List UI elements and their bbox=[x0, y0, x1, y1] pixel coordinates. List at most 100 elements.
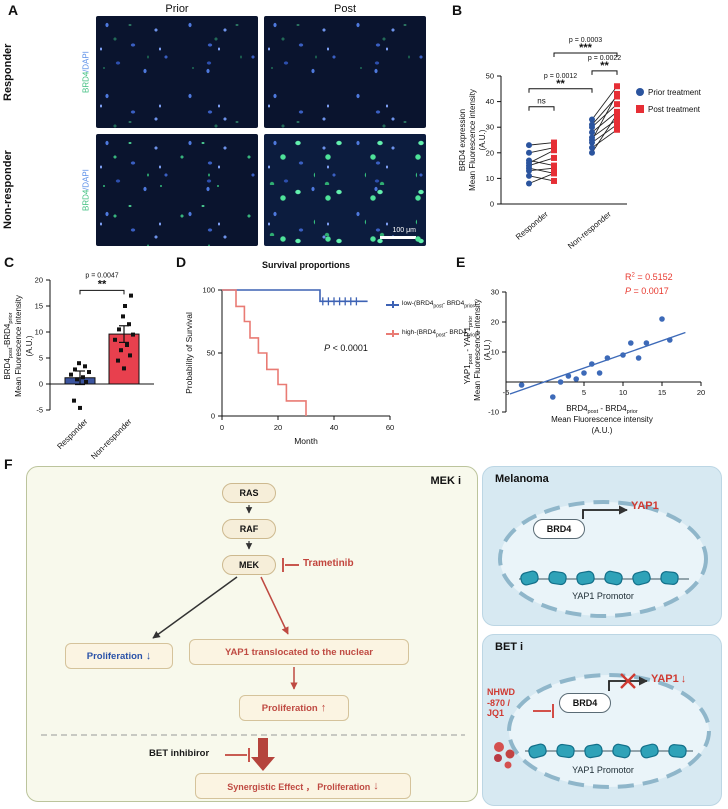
stain-label-responder: BRD4/DAPI bbox=[80, 16, 92, 128]
panel-b-label: B bbox=[452, 2, 463, 18]
svg-text:Probability of Survival: Probability of Survival bbox=[184, 312, 194, 394]
svg-text:-5: -5 bbox=[36, 406, 43, 415]
synergistic-effect-box: Synergistic Effect ， Proliferation ↓ bbox=[195, 773, 411, 799]
yap1-translocation-text: YAP1 translocated to the nuclear bbox=[224, 646, 373, 658]
pathway-connectors bbox=[41, 505, 465, 771]
svg-text:BRD4post - BRD4prior: BRD4post - BRD4prior bbox=[566, 404, 638, 415]
micrograph-responder-post bbox=[264, 16, 426, 128]
drug-names-label: NHWD -870 / JQ1 bbox=[487, 687, 515, 719]
svg-text:100: 100 bbox=[202, 286, 215, 295]
row-label-non-responder: Non-responder bbox=[2, 150, 14, 230]
chart-survival-curve: 0 20 40 60 0 50 100 Survival proportions Month Pr… bbox=[184, 260, 394, 446]
red-x-mark bbox=[620, 673, 636, 689]
km-legend-high-tick bbox=[391, 330, 394, 338]
arrow-mek-yap1 bbox=[260, 576, 289, 635]
mek-i-label: MEK i bbox=[430, 475, 461, 487]
svg-text:10: 10 bbox=[619, 388, 627, 397]
yap1-label: YAP1 bbox=[631, 500, 659, 512]
svg-text:5: 5 bbox=[582, 388, 586, 397]
svg-text:10: 10 bbox=[35, 328, 43, 337]
svg-text:Mean Fluorescence intensity: Mean Fluorescence intensity bbox=[468, 89, 477, 191]
proliferation-down-text: Proliferation bbox=[86, 650, 143, 662]
panel-d-label: D bbox=[176, 254, 187, 270]
svg-text:Non-responder: Non-responder bbox=[566, 209, 613, 250]
svg-text:30: 30 bbox=[486, 123, 494, 132]
svg-text:50: 50 bbox=[486, 72, 494, 81]
stain-label-non-responder: BRD4/DAPI bbox=[80, 134, 92, 246]
svg-text:(A.U.): (A.U.) bbox=[478, 129, 487, 150]
svg-text:(A.U.): (A.U.) bbox=[25, 335, 34, 356]
node-raf: RAF bbox=[222, 519, 276, 539]
scale-bar-label: 100 μm bbox=[392, 227, 417, 234]
svg-text:Responder: Responder bbox=[514, 209, 550, 241]
svg-text:0: 0 bbox=[220, 423, 224, 432]
svg-text:YAP1post - YAP1prior: YAP1post - YAP1prior bbox=[463, 316, 474, 385]
svg-text:10: 10 bbox=[491, 348, 499, 357]
svg-text:ns: ns bbox=[537, 97, 545, 106]
svg-text:BRD4 expression: BRD4 expression bbox=[458, 109, 467, 171]
dapi-stain-text: /DAPI bbox=[81, 168, 91, 190]
up-arrow-glyph: ↑ bbox=[320, 702, 327, 714]
svg-text:40: 40 bbox=[486, 97, 494, 106]
yap1-translocation-box: YAP1 translocated to the nuclear bbox=[189, 639, 409, 665]
thick-red-down-arrow bbox=[251, 738, 275, 771]
nucleosomes bbox=[520, 570, 679, 586]
km-legend-low-text: low-(BRD4post- BRD4prior) bbox=[402, 300, 477, 310]
proliferation-up-text: Proliferation bbox=[261, 702, 318, 714]
melanoma-cell-illustration bbox=[498, 500, 708, 618]
panel-c-label: C bbox=[4, 254, 15, 270]
svg-text:-10: -10 bbox=[488, 408, 499, 417]
svg-text:(A.U.): (A.U.) bbox=[592, 426, 613, 435]
pathway-diagram: MEK i RAS RAF MEK Trametinib Proliferati… bbox=[26, 466, 478, 802]
km-legend-low-tick bbox=[391, 301, 394, 309]
melanoma-panel: Melanoma BRD4 YAP1 YAP1 Promotor bbox=[482, 466, 722, 626]
yap1-promotor-label: YAP1 Promotor bbox=[572, 765, 634, 775]
svg-text:20: 20 bbox=[486, 148, 494, 157]
drug-molecule-dots bbox=[494, 742, 515, 769]
svg-text:Post treatment: Post treatment bbox=[648, 105, 701, 114]
micrograph-responder-prior bbox=[96, 16, 258, 128]
svg-text:15: 15 bbox=[658, 388, 666, 397]
svg-text:20: 20 bbox=[274, 423, 282, 432]
node-mek: MEK bbox=[222, 555, 276, 575]
arrow-mek-proliferation-down bbox=[152, 576, 238, 639]
km-legend-high-marker bbox=[386, 330, 399, 338]
panel-f-label: F bbox=[4, 456, 13, 472]
brd4-node: BRD4 bbox=[533, 519, 585, 539]
svg-text:Mean Fluorescence intensity: Mean Fluorescence intensity bbox=[14, 295, 23, 397]
svg-text:20: 20 bbox=[697, 388, 705, 397]
svg-text:10: 10 bbox=[486, 174, 494, 183]
svg-text:P < 0.0001: P < 0.0001 bbox=[324, 343, 368, 353]
svg-text:5: 5 bbox=[39, 354, 43, 363]
svg-text:15: 15 bbox=[35, 302, 43, 311]
km-legend-low: low-(BRD4post- BRD4prior) bbox=[386, 300, 476, 309]
km-legend-low-marker bbox=[386, 301, 399, 309]
brd4-stain-text: BRD4 bbox=[81, 189, 91, 212]
column-header-post: Post bbox=[333, 3, 356, 15]
chart-correlation-scatter: -5 5 10 15 20 -10 10 20 30 R2 = 0.5152 P = 0.0017 B… bbox=[463, 272, 705, 435]
svg-text:p = 0.0047: p = 0.0047 bbox=[85, 272, 118, 279]
nucleosomes bbox=[528, 743, 687, 759]
km-curve bbox=[222, 289, 307, 416]
brd4-stain-text: BRD4 bbox=[81, 71, 91, 94]
svg-text:R2 = 0.5152: R2 = 0.5152 bbox=[625, 272, 673, 282]
brd4-node: BRD4 bbox=[559, 693, 611, 713]
svg-text:BRD4post-BRD4prior: BRD4post-BRD4prior bbox=[3, 312, 14, 379]
svg-text:0: 0 bbox=[490, 200, 494, 209]
micrograph-nonresponder-prior bbox=[96, 134, 258, 246]
svg-text:P = 0.0017: P = 0.0017 bbox=[625, 286, 669, 296]
proliferation-down-box: Proliferation ↓ bbox=[65, 643, 173, 669]
panel-e-label: E bbox=[456, 254, 466, 270]
svg-text:Mean Fluorescence intensity: Mean Fluorescence intensity bbox=[473, 299, 482, 401]
down-arrow-glyph: ↓ bbox=[373, 780, 379, 792]
svg-text:Month: Month bbox=[294, 436, 318, 446]
chart-brd4-expression-paired: 0 10 20 30 40 50 BRD4 expression Mean Fluoresce… bbox=[458, 37, 702, 251]
node-ras: RAS bbox=[222, 483, 276, 503]
transcription-arrow bbox=[582, 505, 628, 519]
svg-text:**: ** bbox=[556, 78, 565, 90]
svg-text:p = 0.0012: p = 0.0012 bbox=[544, 73, 577, 80]
dapi-stain-text: /DAPI bbox=[81, 50, 91, 72]
yap1-down-label: YAP1 ↓ bbox=[651, 673, 687, 685]
svg-text:Non-responder: Non-responder bbox=[89, 417, 133, 461]
